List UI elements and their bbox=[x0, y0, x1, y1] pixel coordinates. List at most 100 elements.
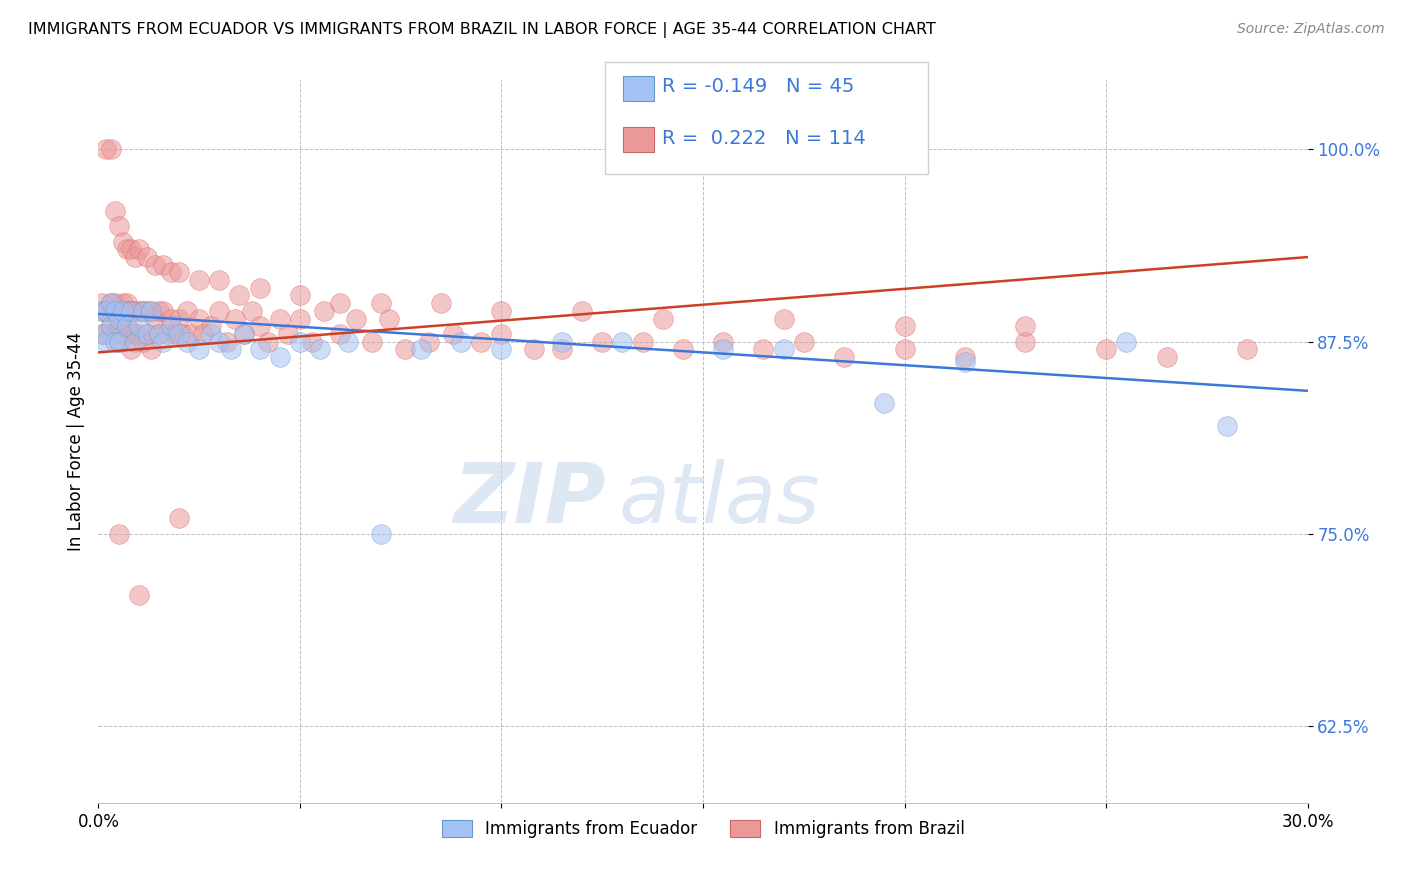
Point bbox=[96, 334, 118, 349]
Point bbox=[148, 326, 170, 341]
Point bbox=[103, 296, 125, 310]
Point bbox=[711, 334, 734, 349]
Text: IMMIGRANTS FROM ECUADOR VS IMMIGRANTS FROM BRAZIL IN LABOR FORCE | AGE 35-44 COR: IMMIGRANTS FROM ECUADOR VS IMMIGRANTS FR… bbox=[28, 22, 936, 38]
Point bbox=[115, 319, 138, 334]
Point bbox=[409, 343, 432, 357]
Point bbox=[224, 311, 246, 326]
Point bbox=[200, 326, 222, 341]
Point bbox=[128, 319, 150, 334]
Point bbox=[120, 304, 142, 318]
Point bbox=[167, 326, 190, 341]
Point bbox=[128, 326, 150, 341]
Point bbox=[100, 319, 122, 334]
Point bbox=[551, 343, 574, 357]
Point bbox=[160, 319, 183, 334]
Point bbox=[228, 288, 250, 302]
Point bbox=[143, 258, 166, 272]
Point bbox=[288, 334, 311, 349]
Point bbox=[135, 304, 157, 318]
Point bbox=[571, 304, 593, 318]
Point bbox=[1156, 350, 1178, 364]
Point bbox=[152, 304, 174, 318]
Point bbox=[107, 334, 129, 349]
Point bbox=[152, 258, 174, 272]
Point bbox=[200, 319, 222, 334]
Point bbox=[100, 143, 122, 157]
Point bbox=[256, 334, 278, 349]
Point bbox=[111, 235, 134, 249]
Point bbox=[772, 311, 794, 326]
Text: Source: ZipAtlas.com: Source: ZipAtlas.com bbox=[1237, 22, 1385, 37]
Text: R = -0.149   N = 45: R = -0.149 N = 45 bbox=[662, 77, 855, 96]
Point bbox=[160, 265, 183, 279]
Point bbox=[132, 304, 155, 318]
Point bbox=[180, 326, 202, 341]
Point bbox=[612, 334, 634, 349]
Text: ZIP: ZIP bbox=[454, 458, 606, 540]
Point bbox=[103, 326, 125, 341]
Point bbox=[103, 304, 125, 318]
Point bbox=[120, 343, 142, 357]
Point bbox=[893, 319, 915, 334]
Point bbox=[107, 526, 129, 541]
Point bbox=[269, 350, 291, 364]
Point bbox=[100, 296, 122, 310]
Point bbox=[120, 326, 142, 341]
Legend: Immigrants from Ecuador, Immigrants from Brazil: Immigrants from Ecuador, Immigrants from… bbox=[434, 814, 972, 845]
Point bbox=[96, 304, 118, 318]
Point bbox=[107, 319, 129, 334]
Point bbox=[103, 334, 125, 349]
Point bbox=[1216, 419, 1239, 434]
Point bbox=[135, 250, 157, 264]
Point bbox=[301, 334, 323, 349]
Point bbox=[148, 304, 170, 318]
Point bbox=[167, 265, 190, 279]
Point bbox=[249, 281, 271, 295]
Point bbox=[370, 526, 392, 541]
Point bbox=[148, 326, 170, 341]
Point bbox=[139, 304, 162, 318]
Point bbox=[1014, 334, 1036, 349]
Point bbox=[394, 343, 416, 357]
Point bbox=[167, 511, 190, 525]
Point bbox=[430, 296, 453, 310]
Text: atlas: atlas bbox=[619, 458, 820, 540]
Point bbox=[208, 304, 231, 318]
Point bbox=[1115, 334, 1137, 349]
Point bbox=[96, 304, 118, 318]
Point bbox=[91, 304, 114, 318]
Point bbox=[100, 319, 122, 334]
Point bbox=[591, 334, 613, 349]
Point bbox=[96, 326, 118, 341]
Point bbox=[111, 326, 134, 341]
Point bbox=[441, 326, 464, 341]
Point bbox=[111, 304, 134, 318]
Point bbox=[135, 326, 157, 341]
Point bbox=[128, 588, 150, 602]
Point bbox=[361, 334, 384, 349]
Point bbox=[124, 326, 146, 341]
Point bbox=[232, 326, 254, 341]
Point bbox=[128, 304, 150, 318]
Point bbox=[832, 350, 855, 364]
Point bbox=[418, 334, 440, 349]
Point bbox=[651, 311, 673, 326]
Point bbox=[96, 304, 118, 318]
Point bbox=[188, 343, 211, 357]
Point bbox=[344, 311, 367, 326]
Point bbox=[1014, 319, 1036, 334]
Point bbox=[124, 304, 146, 318]
Point bbox=[91, 296, 114, 310]
Point bbox=[107, 334, 129, 349]
Point bbox=[163, 326, 186, 341]
Point bbox=[523, 343, 546, 357]
Point bbox=[269, 311, 291, 326]
Point bbox=[111, 296, 134, 310]
Point bbox=[221, 343, 243, 357]
Point bbox=[188, 311, 211, 326]
Point bbox=[100, 296, 122, 310]
Point bbox=[470, 334, 492, 349]
Point bbox=[672, 343, 695, 357]
Point bbox=[208, 273, 231, 287]
Point bbox=[309, 343, 332, 357]
